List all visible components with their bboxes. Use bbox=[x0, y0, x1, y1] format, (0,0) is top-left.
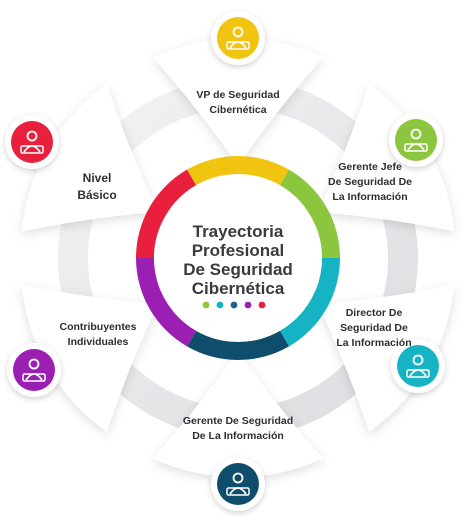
analyst-computer-icon bbox=[389, 113, 443, 167]
dot-4 bbox=[244, 301, 252, 309]
title-line-3: De Seguridad bbox=[183, 260, 293, 279]
presenter-icon bbox=[211, 11, 265, 65]
petal-gerente-jefe bbox=[317, 83, 455, 232]
title-line-1: Trayectoria bbox=[192, 222, 284, 241]
petal-contribuyentes bbox=[21, 284, 159, 433]
petal-vp bbox=[152, 38, 324, 166]
title-dots bbox=[202, 301, 266, 309]
petal-gerente bbox=[152, 350, 324, 478]
dot-2 bbox=[216, 301, 224, 309]
petal-nivel-basico bbox=[21, 83, 159, 232]
role-label-gerente-jefe: Gerente Jefe De Seguridad De La Informac… bbox=[327, 161, 413, 203]
role-label-vp: VP de Seguridad Cibernética bbox=[196, 89, 280, 116]
role-label-gerente: Gerente De Seguridad De La Información bbox=[182, 415, 294, 442]
title-line-4: Cibernética bbox=[191, 279, 285, 298]
headset-operator-icon bbox=[391, 339, 445, 393]
petal-director bbox=[317, 284, 455, 433]
center-disc bbox=[154, 174, 322, 342]
title-line-2: Profesional bbox=[191, 241, 285, 260]
dot-1 bbox=[202, 301, 210, 309]
diagram-title: Trayectoria Profesional De Seguridad Cib… bbox=[148, 222, 328, 298]
hacker-alert-icon bbox=[5, 115, 59, 169]
dot-3 bbox=[230, 301, 238, 309]
dot-5 bbox=[258, 301, 266, 309]
role-label-nivel-basico: Nivel Básico bbox=[77, 171, 117, 202]
role-label-director: Director De Seguridad De La Información bbox=[336, 307, 412, 349]
growth-board-icon bbox=[7, 343, 61, 397]
role-label-contribuyentes: Contribuyentes Individuales bbox=[59, 321, 137, 348]
process-management-icon bbox=[211, 457, 265, 511]
